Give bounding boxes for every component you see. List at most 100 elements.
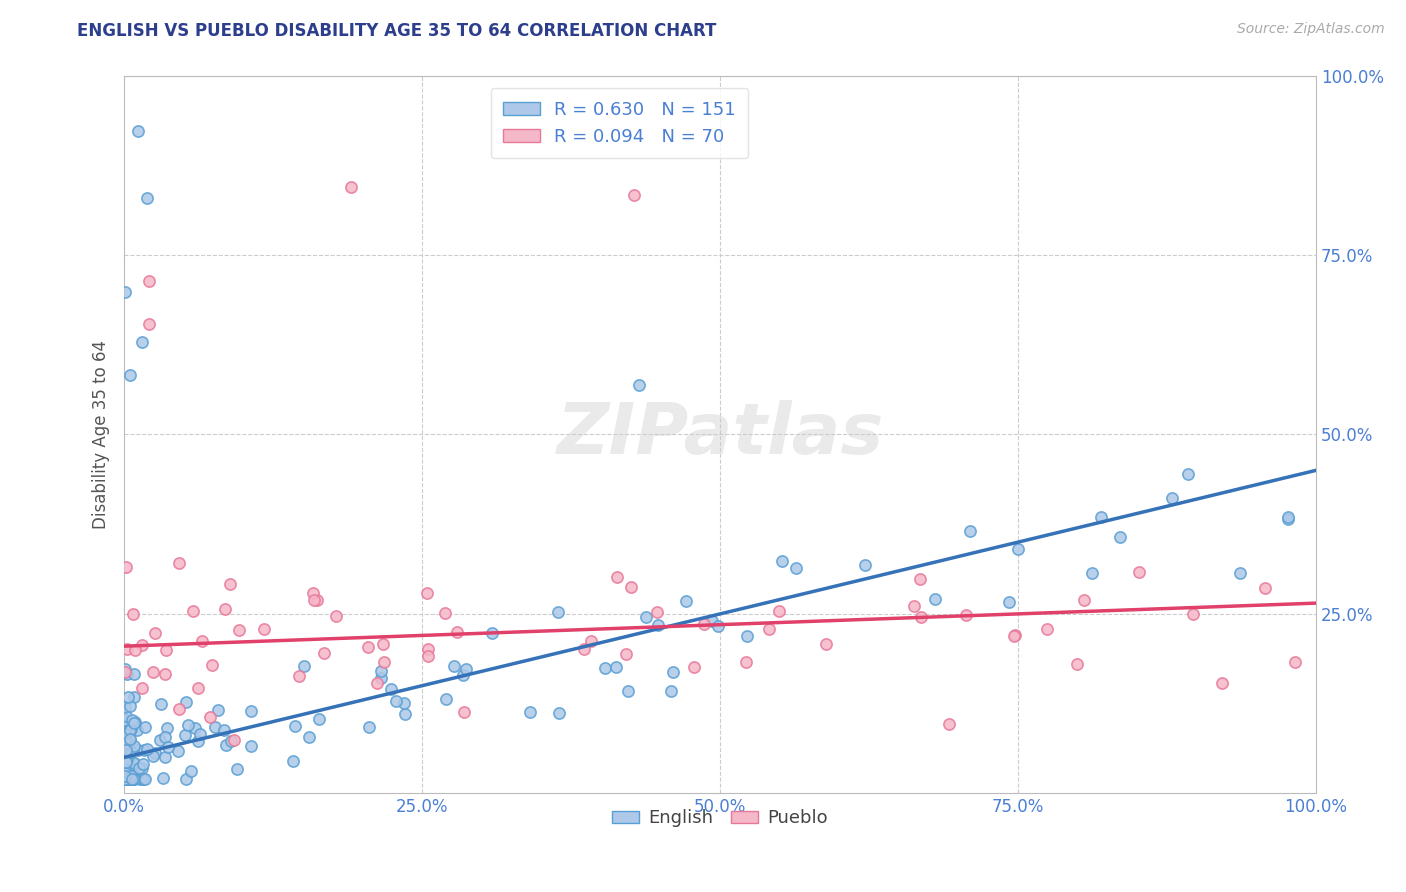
- Point: [1066, 657, 1088, 672]
- Point: [815, 637, 838, 651]
- Point: [187, 733, 209, 747]
- Point: [157, 740, 180, 755]
- Point: [394, 696, 416, 710]
- Point: [1004, 627, 1026, 641]
- Point: [120, 769, 142, 783]
- Point: [181, 604, 204, 618]
- Point: [153, 667, 176, 681]
- Point: [152, 772, 174, 786]
- Point: [120, 732, 142, 747]
- Point: [118, 733, 141, 747]
- Point: [1277, 511, 1299, 525]
- Point: [138, 274, 160, 288]
- Point: [118, 772, 141, 786]
- Point: [1211, 675, 1233, 690]
- Text: ZIPatlas: ZIPatlas: [557, 400, 884, 469]
- Point: [481, 625, 503, 640]
- Point: [143, 746, 166, 760]
- Point: [115, 666, 138, 681]
- Point: [122, 756, 145, 771]
- Point: [548, 706, 571, 720]
- Point: [114, 743, 136, 757]
- Point: [187, 681, 209, 695]
- Legend: English, Pueblo: English, Pueblo: [605, 802, 835, 835]
- Point: [124, 772, 146, 786]
- Point: [370, 665, 392, 679]
- Point: [938, 716, 960, 731]
- Point: [304, 592, 326, 607]
- Point: [142, 665, 165, 680]
- Point: [115, 709, 138, 723]
- Point: [292, 658, 315, 673]
- Point: [121, 772, 143, 786]
- Point: [219, 576, 242, 591]
- Point: [124, 772, 146, 786]
- Point: [373, 655, 395, 669]
- Point: [707, 619, 730, 633]
- Point: [1002, 629, 1025, 643]
- Point: [120, 721, 142, 735]
- Point: [903, 599, 925, 613]
- Point: [114, 285, 136, 299]
- Point: [1073, 592, 1095, 607]
- Point: [959, 524, 981, 538]
- Point: [702, 615, 724, 629]
- Point: [134, 772, 156, 786]
- Point: [114, 772, 136, 786]
- Point: [239, 739, 262, 753]
- Point: [114, 665, 136, 679]
- Point: [131, 772, 153, 786]
- Point: [302, 586, 325, 600]
- Point: [184, 721, 207, 735]
- Point: [127, 124, 149, 138]
- Point: [142, 749, 165, 764]
- Point: [298, 731, 321, 745]
- Point: [115, 741, 138, 756]
- Point: [114, 772, 136, 786]
- Point: [239, 704, 262, 718]
- Point: [120, 772, 142, 786]
- Point: [308, 712, 330, 726]
- Point: [131, 762, 153, 776]
- Point: [176, 772, 198, 786]
- Point: [647, 617, 669, 632]
- Point: [418, 648, 440, 663]
- Point: [134, 720, 156, 734]
- Point: [117, 690, 139, 705]
- Point: [453, 706, 475, 720]
- Point: [366, 676, 388, 690]
- Point: [1036, 623, 1059, 637]
- Point: [176, 695, 198, 709]
- Point: [114, 765, 136, 780]
- Point: [253, 623, 276, 637]
- Point: [127, 742, 149, 756]
- Point: [114, 772, 136, 786]
- Point: [115, 560, 138, 574]
- Point: [768, 603, 790, 617]
- Point: [357, 640, 380, 655]
- Point: [115, 641, 138, 656]
- Point: [1080, 566, 1102, 580]
- Point: [114, 772, 136, 786]
- Point: [1161, 491, 1184, 506]
- Point: [153, 730, 176, 744]
- Point: [1254, 581, 1277, 595]
- Point: [114, 753, 136, 767]
- Point: [772, 554, 794, 568]
- Point: [910, 610, 932, 624]
- Point: [1177, 467, 1199, 481]
- Point: [114, 713, 136, 727]
- Point: [124, 739, 146, 753]
- Point: [131, 638, 153, 652]
- Point: [314, 646, 336, 660]
- Point: [735, 629, 758, 643]
- Point: [214, 602, 236, 616]
- Point: [114, 772, 136, 786]
- Point: [853, 558, 876, 573]
- Point: [371, 637, 394, 651]
- Point: [132, 772, 155, 786]
- Point: [955, 607, 977, 622]
- Point: [924, 591, 946, 606]
- Point: [908, 572, 931, 586]
- Point: [124, 768, 146, 782]
